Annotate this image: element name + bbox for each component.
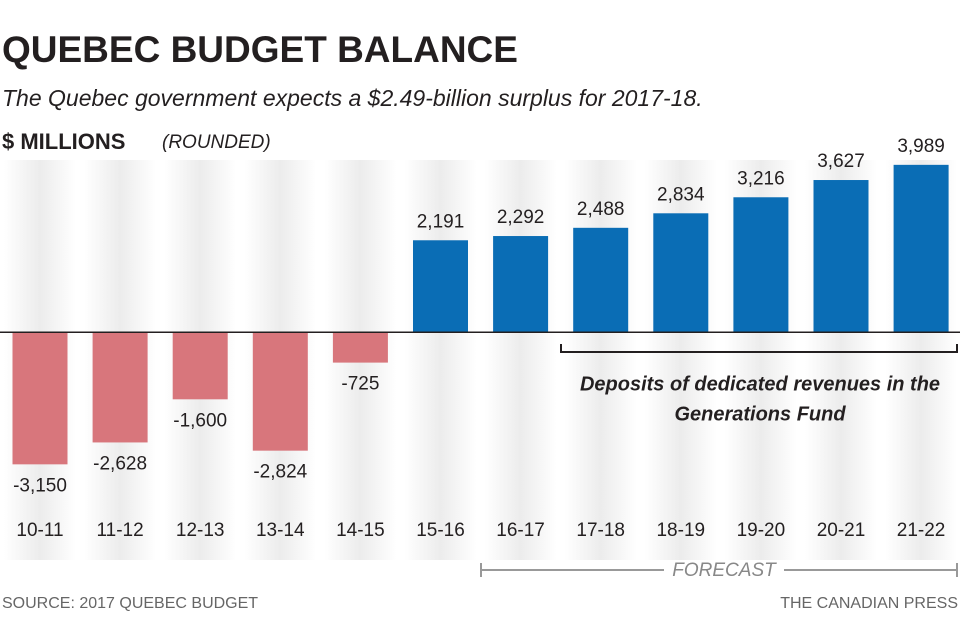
bar xyxy=(573,227,629,333)
bar xyxy=(413,240,468,333)
value-label: -1,600 xyxy=(173,410,227,431)
x-tick-label: 10-11 xyxy=(16,520,63,541)
axis-label-note: (ROUNDED) xyxy=(162,132,271,153)
value-label: 2,834 xyxy=(657,184,705,205)
annotation-bracket xyxy=(560,344,958,353)
x-tick-label: 16-17 xyxy=(496,520,545,541)
bar xyxy=(653,213,709,333)
value-label: 3,216 xyxy=(737,168,785,189)
value-label: -2,628 xyxy=(93,453,147,474)
bar xyxy=(252,332,308,451)
x-tick-label: 15-16 xyxy=(416,520,465,541)
column-background xyxy=(484,160,557,560)
x-tick-label: 19-20 xyxy=(737,520,786,541)
bar xyxy=(813,180,869,333)
value-label: -2,824 xyxy=(253,462,307,483)
value-label: 2,191 xyxy=(417,211,465,232)
bar xyxy=(332,332,388,363)
bar xyxy=(493,236,549,333)
x-tick-label: 17-18 xyxy=(576,520,625,541)
bar xyxy=(172,332,228,400)
annotation: Generations Fund xyxy=(674,403,846,425)
value-label: -3,150 xyxy=(13,475,67,496)
source: SOURCE: 2017 QUEBEC BUDGET xyxy=(2,595,258,612)
column-background xyxy=(404,160,477,560)
x-tick-label: 14-15 xyxy=(336,520,385,541)
bar xyxy=(893,164,949,333)
chart-title: QUEBEC BUDGET BALANCE xyxy=(2,29,518,70)
bar xyxy=(733,197,789,333)
x-tick-label: 13-14 xyxy=(256,520,305,541)
credit: THE CANADIAN PRESS xyxy=(780,595,958,612)
x-tick-label: 11-12 xyxy=(97,520,144,541)
value-label: 2,488 xyxy=(577,199,625,220)
x-tick-label: 12-13 xyxy=(176,520,225,541)
x-tick-label: 18-19 xyxy=(656,520,705,541)
chart-subtitle: The Quebec government expects a $2.49-bi… xyxy=(2,85,703,111)
column-background xyxy=(564,160,637,560)
forecast-bracket xyxy=(480,563,958,577)
forecast-label: FORECAST xyxy=(672,560,777,581)
axis-label: $ MILLIONS xyxy=(2,129,125,154)
value-label: 2,292 xyxy=(497,207,545,228)
value-label: -725 xyxy=(341,374,379,395)
x-tick-label: 21-22 xyxy=(897,520,946,541)
bar xyxy=(92,332,148,443)
value-label: 3,627 xyxy=(817,151,865,172)
annotation: Deposits of dedicated revenues in the xyxy=(580,373,940,395)
bar xyxy=(12,332,68,465)
value-label: 3,989 xyxy=(897,136,945,157)
x-tick-label: 20-21 xyxy=(817,520,866,541)
